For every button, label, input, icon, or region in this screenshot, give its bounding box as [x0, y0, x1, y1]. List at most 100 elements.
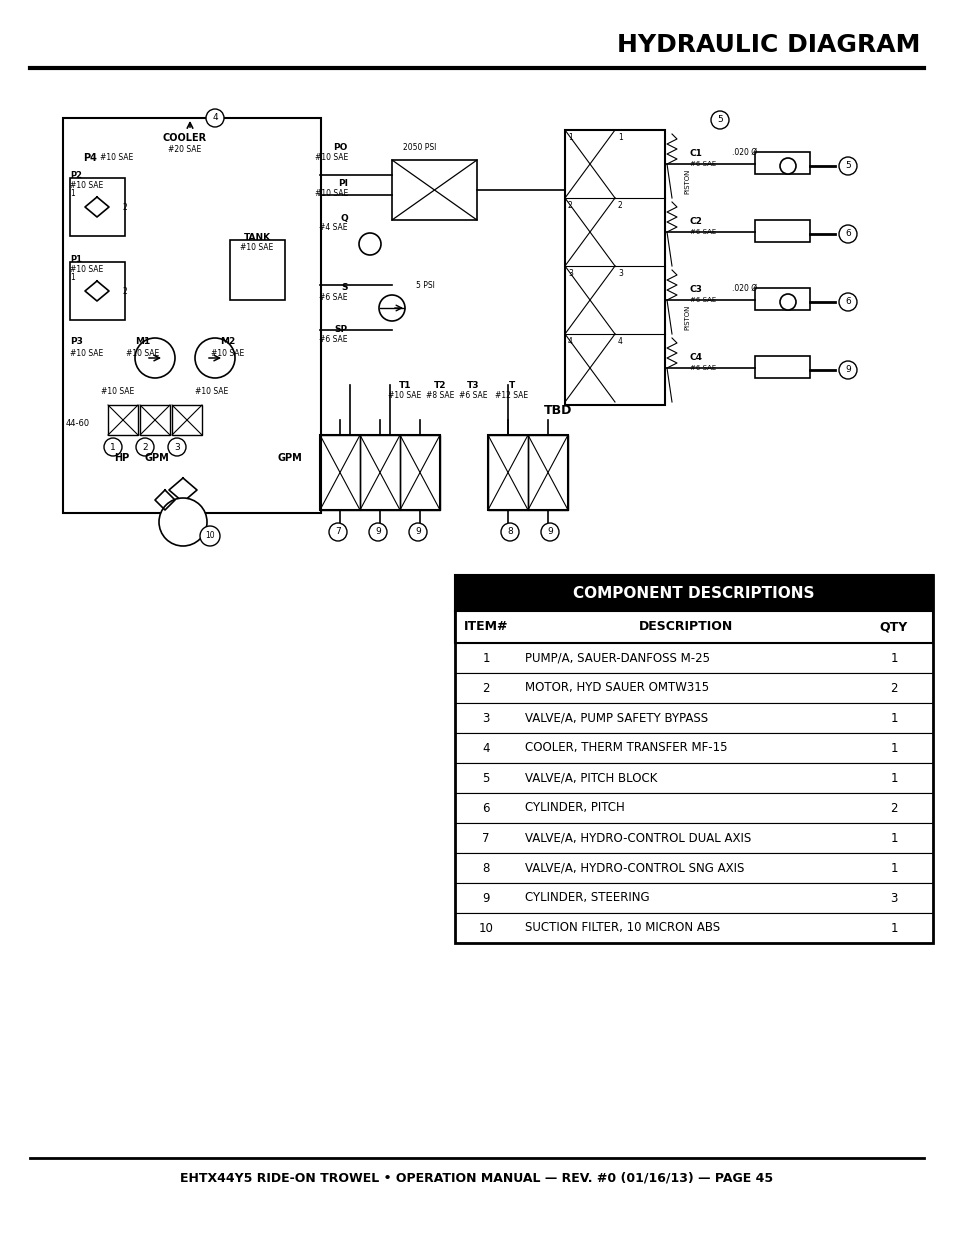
Text: #10 SAE: #10 SAE [240, 243, 274, 252]
Circle shape [378, 295, 405, 321]
Text: PI: PI [337, 179, 348, 188]
Text: P1: P1 [70, 256, 82, 264]
Circle shape [838, 225, 856, 243]
Bar [754, 220, 809, 242]
Text: VALVE/A, PITCH BLOCK: VALVE/A, PITCH BLOCK [524, 772, 657, 784]
Text: T2: T2 [434, 380, 446, 389]
Text: 2: 2 [123, 204, 128, 212]
Text: 1: 1 [70, 189, 74, 198]
Text: 9: 9 [844, 366, 850, 374]
Text: #20 SAE: #20 SAE [168, 146, 201, 154]
Text: P2: P2 [70, 170, 82, 179]
Circle shape [500, 522, 518, 541]
Circle shape [409, 522, 427, 541]
Circle shape [329, 522, 347, 541]
Bar [455, 823, 932, 853]
Text: HYDRAULIC DIAGRAM: HYDRAULIC DIAGRAM [616, 33, 919, 57]
Bar [488, 435, 527, 510]
Text: 7: 7 [335, 527, 340, 536]
Text: #6 SAE: #6 SAE [319, 336, 348, 345]
Text: #8 SAE: #8 SAE [425, 391, 454, 400]
Text: 3: 3 [174, 442, 180, 452]
Text: 4: 4 [482, 741, 489, 755]
Circle shape [136, 438, 153, 456]
Text: #10 SAE: #10 SAE [388, 391, 421, 400]
Bar [754, 152, 809, 174]
Text: .020 Ø: .020 Ø [732, 147, 757, 157]
Circle shape [104, 438, 122, 456]
Text: TBD: TBD [543, 404, 572, 416]
Text: #10 SAE: #10 SAE [101, 388, 134, 396]
Text: 1: 1 [567, 133, 572, 142]
Text: T: T [508, 380, 515, 389]
Text: 2: 2 [142, 442, 148, 452]
Bar [455, 611, 932, 643]
Text: T1: T1 [398, 380, 411, 389]
Text: 10: 10 [478, 921, 493, 935]
Circle shape [358, 233, 380, 254]
Text: 9: 9 [375, 527, 380, 536]
Text: 2: 2 [482, 682, 489, 694]
Text: #10 SAE: #10 SAE [314, 153, 348, 163]
Text: Q: Q [340, 214, 348, 222]
Bar [455, 576, 932, 944]
Bar [319, 435, 439, 510]
Text: 1: 1 [70, 273, 74, 283]
Bar [488, 435, 567, 510]
Text: 5: 5 [717, 116, 722, 125]
Text: M2: M2 [220, 337, 235, 347]
Text: QTY: QTY [879, 620, 907, 634]
Text: 9: 9 [415, 527, 420, 536]
Text: 1: 1 [482, 652, 489, 664]
Text: 6: 6 [844, 230, 850, 238]
Circle shape [369, 522, 387, 541]
Text: P4: P4 [83, 153, 97, 163]
Text: C4: C4 [689, 353, 702, 363]
Text: PUMP/A, SAUER-DANFOSS M-25: PUMP/A, SAUER-DANFOSS M-25 [524, 652, 709, 664]
Text: 6: 6 [844, 298, 850, 306]
Text: 1: 1 [110, 442, 115, 452]
Circle shape [168, 438, 186, 456]
Bar [319, 435, 359, 510]
Text: 4: 4 [567, 337, 572, 347]
Text: HP: HP [114, 453, 130, 463]
Text: EHTX44Y5 RIDE-ON TROWEL • OPERATION MANUAL — REV. #0 (01/16/13) — PAGE 45: EHTX44Y5 RIDE-ON TROWEL • OPERATION MANU… [180, 1172, 773, 1184]
Bar [63, 119, 320, 513]
Text: VALVE/A, HYDRO-CONTROL DUAL AXIS: VALVE/A, HYDRO-CONTROL DUAL AXIS [524, 831, 750, 845]
Bar [564, 130, 664, 405]
Text: 4: 4 [212, 114, 217, 122]
Text: 2: 2 [889, 682, 897, 694]
Text: 5 PSI: 5 PSI [416, 280, 434, 289]
Text: C3: C3 [689, 285, 702, 294]
Text: COOLER: COOLER [163, 133, 207, 143]
Text: 44-60: 44-60 [66, 419, 90, 427]
Bar [455, 734, 932, 763]
Text: 1: 1 [889, 831, 897, 845]
Text: GPM: GPM [145, 453, 170, 463]
Text: 1: 1 [889, 711, 897, 725]
Text: #6 SAE: #6 SAE [689, 366, 716, 370]
Text: M1: M1 [135, 337, 151, 347]
Bar [108, 405, 138, 435]
Bar [455, 883, 932, 913]
Bar [455, 673, 932, 703]
Circle shape [710, 111, 728, 128]
Bar [172, 405, 202, 435]
Text: #10 SAE: #10 SAE [70, 348, 103, 357]
Text: TANK: TANK [243, 232, 271, 242]
Text: 1: 1 [889, 741, 897, 755]
Text: 1: 1 [618, 133, 622, 142]
Text: 2: 2 [889, 802, 897, 815]
Circle shape [838, 361, 856, 379]
Bar [455, 793, 932, 823]
Circle shape [780, 294, 795, 310]
Text: 8: 8 [507, 527, 513, 536]
Text: 5: 5 [482, 772, 489, 784]
Text: #4 SAE: #4 SAE [319, 224, 348, 232]
Circle shape [780, 158, 795, 174]
Text: DESCRIPTION: DESCRIPTION [639, 620, 732, 634]
Bar [455, 763, 932, 793]
Bar [754, 356, 809, 378]
Text: ITEM#: ITEM# [463, 620, 508, 634]
Bar [392, 161, 476, 220]
